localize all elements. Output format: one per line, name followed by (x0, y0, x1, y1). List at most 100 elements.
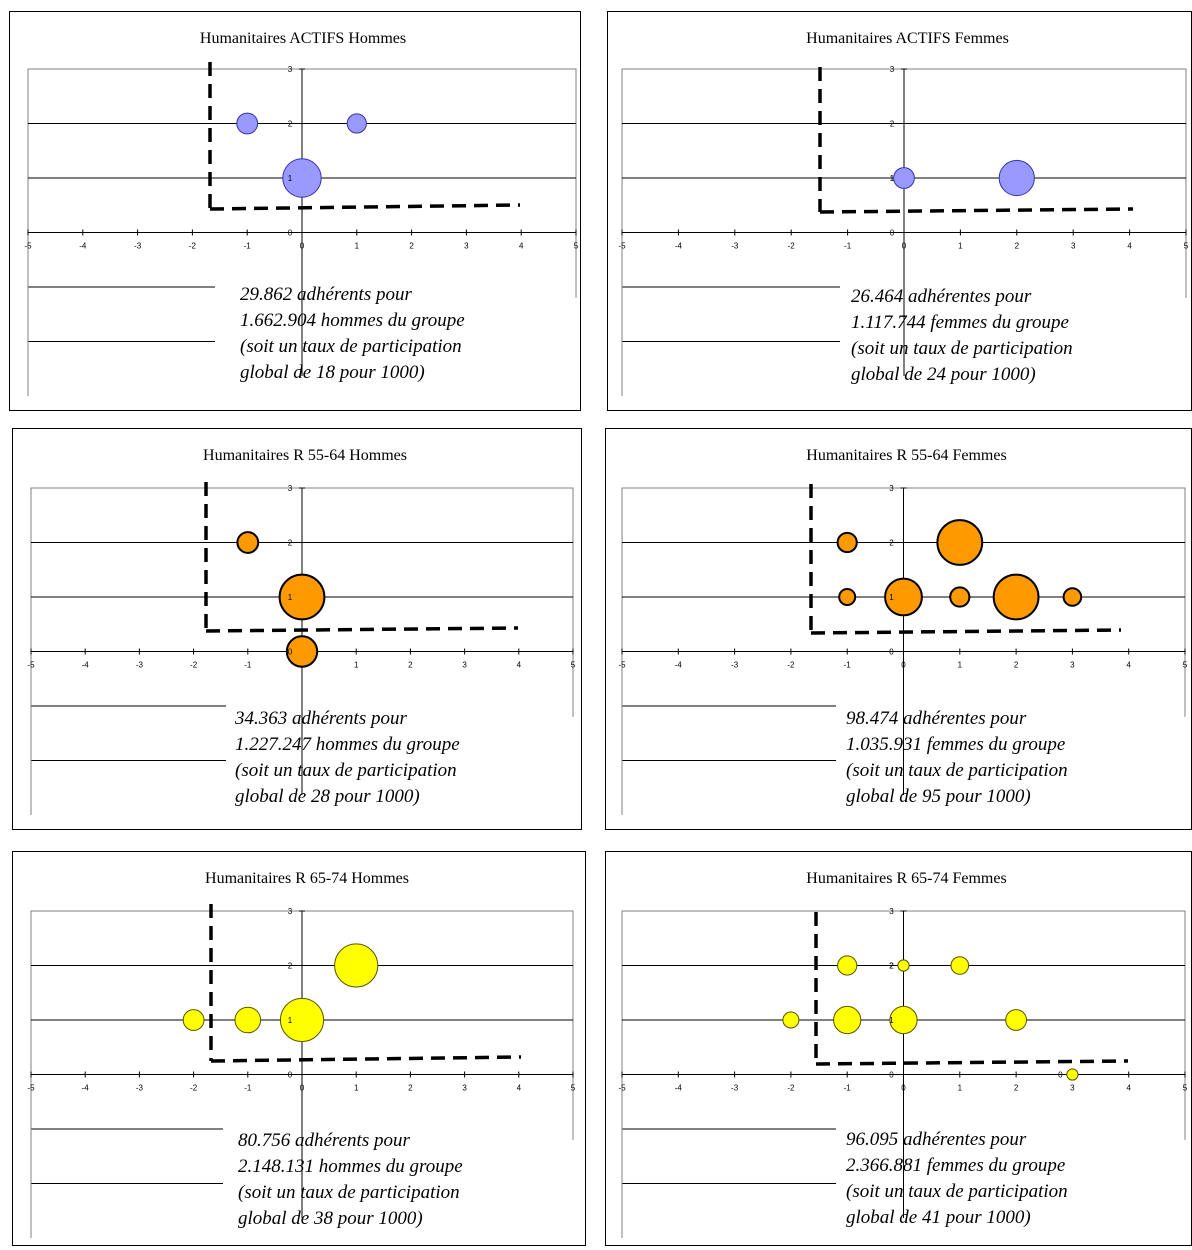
bubble (285, 635, 319, 668)
bubble (838, 588, 857, 606)
bubble (889, 1005, 918, 1035)
chart-title: Humanitaires R 65-74 Hommes (205, 870, 409, 887)
bubble-chart: Humanitaires R 55-64 Femmes -5 -4 -3 -2 -1 0 1 2… (618, 447, 1188, 815)
chart-panel-r65-74-hommes: Humanitaires R 65-74 Hommes -5 -4 -3 -2 -1 0 1 2… (12, 851, 586, 1246)
bubble-label: 1 (889, 593, 894, 602)
bubble (782, 1011, 800, 1029)
x-tick-label: 1 (958, 1084, 963, 1093)
bubble (182, 1009, 205, 1031)
x-tick-label: 5 (1184, 242, 1189, 251)
y-tick-label: 2 (288, 120, 293, 129)
annotation-text: 34.363 adhérents pour (234, 708, 407, 729)
x-tick-label: 4 (1126, 661, 1131, 670)
x-tick-label: -3 (731, 661, 739, 670)
x-tick-label: 5 (1183, 661, 1188, 670)
bubble (992, 573, 1040, 621)
annotation-text: global de 24 pour 1000) (851, 364, 1036, 385)
x-tick-label: -1 (844, 661, 852, 670)
annotation-text: 1.035.931 femmes du groupe (846, 734, 1065, 755)
x-tick-label: -3 (134, 242, 142, 251)
bubble (884, 577, 923, 617)
x-tick-label: 5 (571, 661, 576, 670)
bubble (949, 586, 971, 608)
annotation-text: (soit un taux de participation (238, 1182, 460, 1203)
y-tick-label: 0 (890, 229, 895, 238)
x-tick-label: 2 (408, 1084, 413, 1093)
bubble (837, 955, 858, 976)
annotation-text: (soit un taux de participation (235, 760, 457, 781)
chart-panel-r55-64-hommes: Humanitaires R 55-64 Hommes -5 -4 -3 -2 -1 0 1 2… (12, 428, 582, 830)
x-tick-label: 4 (1126, 1084, 1131, 1093)
x-tick-label: 5 (571, 1084, 576, 1093)
bubble-label: 1 (889, 1016, 894, 1025)
y-tick-label: 1 (890, 174, 895, 183)
threshold-horizontal-line (810, 628, 1122, 635)
bubble-label: 1 (288, 593, 293, 602)
x-tick-label: -5 (618, 661, 626, 670)
x-tick-label: 3 (462, 1084, 467, 1093)
chart-panel-r55-64-femmes: Humanitaires R 55-64 Femmes -5 -4 -3 -2 -1 0 1 2… (605, 428, 1192, 830)
bubble (282, 158, 322, 198)
x-tick-label: -1 (844, 242, 852, 251)
x-tick-label: 3 (1071, 242, 1076, 251)
x-tick-label: -2 (190, 661, 198, 670)
bubble (278, 573, 326, 621)
annotation-text: (soit un taux de participation (846, 1181, 1068, 1202)
x-tick-label: 2 (408, 661, 413, 670)
annotation-text: (soit un taux de participation (851, 338, 1073, 359)
x-tick-label: -2 (189, 242, 197, 251)
threshold-horizontal-line (819, 207, 1134, 214)
x-tick-label: 2 (1015, 242, 1020, 251)
x-tick-label: 1 (958, 242, 963, 251)
threshold-horizontal-line (210, 1055, 522, 1063)
y-tick-label: 3 (288, 484, 293, 493)
bubble (936, 519, 984, 566)
x-tick-label: 0 (902, 242, 907, 251)
y-tick-label: 0 (889, 648, 894, 657)
annotation-text: 1.117.744 femmes du groupe (851, 312, 1069, 333)
x-tick-label: -1 (244, 1084, 252, 1093)
bubble (897, 959, 910, 972)
x-tick-label: 1 (958, 661, 963, 670)
x-tick-label: -3 (731, 1084, 739, 1093)
annotation-text: 80.756 adhérents pour (238, 1130, 410, 1151)
bubble-label: 2 (889, 962, 894, 971)
bubble (236, 531, 260, 554)
x-tick-label: -4 (82, 661, 90, 670)
annotation-text: global de 18 pour 1000) (240, 362, 425, 383)
bubble (1066, 1068, 1079, 1081)
bubble-chart: Humanitaires ACTIFS Femmes -5 -4 -3 -2 -1 0 1 2 3… (618, 30, 1189, 396)
x-tick-label: 4 (517, 1084, 522, 1093)
annotation-text: global de 38 pour 1000) (238, 1208, 423, 1229)
annotation-text: (soit un taux de participation (240, 336, 462, 357)
chart-panel-r65-74-femmes: Humanitaires R 65-74 Femmes -5 -4 -3 -2 -1 0 1 2… (605, 851, 1192, 1246)
annotation-text: global de 95 pour 1000) (846, 786, 1031, 807)
x-tick-label: -3 (731, 242, 739, 251)
x-tick-label: 3 (1070, 1084, 1075, 1093)
x-tick-label: -5 (27, 661, 35, 670)
x-tick-label: 4 (517, 661, 522, 670)
bubble-chart: Humanitaires ACTIFS Hommes -5 -4 -3 -2 -1 0 1 2 3… (24, 30, 579, 396)
annotation-text: 98.474 adhérentes pour (846, 708, 1027, 729)
x-tick-label: 4 (519, 242, 524, 251)
bubble-label: 0 (1058, 1071, 1063, 1080)
bubble (998, 159, 1035, 197)
x-tick-label: 0 (901, 1084, 906, 1093)
annotation-text: 26.464 adhérentes pour (851, 286, 1032, 307)
chart-title: Humanitaires R 65-74 Femmes (806, 870, 1006, 887)
x-tick-label: -5 (618, 1084, 626, 1093)
x-tick-label: 1 (354, 1084, 359, 1093)
x-tick-label: -1 (844, 1084, 852, 1093)
annotation-text: 1.662.904 hommes du groupe (240, 310, 465, 331)
annotation-text: 2.148.131 hommes du groupe (238, 1156, 463, 1177)
annotation-text: global de 41 pour 1000) (846, 1207, 1031, 1228)
bubble (1062, 587, 1083, 607)
y-tick-label: 2 (288, 962, 293, 971)
annotation-text: 96.095 adhérentes pour (846, 1129, 1027, 1150)
x-tick-label: -5 (24, 242, 32, 251)
y-tick-label: 2 (889, 539, 894, 548)
x-tick-label: 2 (409, 242, 414, 251)
chart-title: Humanitaires R 55-64 Hommes (203, 447, 407, 464)
x-tick-label: 4 (1127, 242, 1132, 251)
bubble-label: 1 (288, 1016, 293, 1025)
